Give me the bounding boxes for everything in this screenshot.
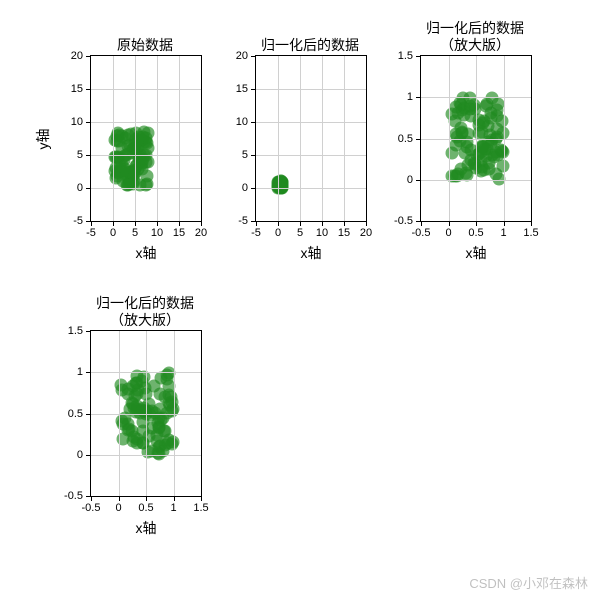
ytick-label: 1.5 bbox=[398, 50, 413, 62]
panel-title: 原始数据 bbox=[117, 35, 173, 55]
ytick-label: 0.5 bbox=[68, 408, 83, 420]
xtick-label: 1.5 bbox=[193, 502, 208, 514]
scatter-point bbox=[142, 126, 155, 139]
scatter-point bbox=[109, 134, 122, 147]
watermark-text: CSDN @小邓在森林 bbox=[469, 573, 588, 592]
xtick-label: 0.5 bbox=[138, 502, 153, 514]
xtick-label: -5 bbox=[251, 227, 261, 239]
chart-panel-p3: 归一化后的数据（放大版）-0.500.511.5-0.500.511.5x轴 bbox=[420, 55, 530, 220]
xtick-label: -0.5 bbox=[412, 227, 431, 239]
ytick-label: 0 bbox=[77, 449, 83, 461]
scatter-point bbox=[454, 163, 467, 176]
scatter-point bbox=[455, 98, 468, 111]
chart-panel-p2: 归一化后的数据-505101520-505101520x轴 bbox=[255, 55, 365, 220]
x-axis-label: x轴 bbox=[136, 518, 157, 538]
ytick-label: 10 bbox=[236, 116, 248, 128]
scatter-point bbox=[151, 428, 164, 441]
ytick-label: -5 bbox=[238, 215, 248, 227]
ytick-label: -5 bbox=[73, 215, 83, 227]
plot-area: -0.500.511.5-0.500.511.5x轴 bbox=[420, 55, 532, 222]
ytick-label: -0.5 bbox=[394, 215, 413, 227]
scatter-point bbox=[137, 436, 150, 449]
xtick-label: 15 bbox=[173, 227, 185, 239]
scatter-point bbox=[154, 414, 167, 427]
scatter-point bbox=[165, 390, 178, 403]
plot-area: -0.500.511.5-0.500.511.5x轴 bbox=[90, 330, 202, 497]
scatter-point bbox=[455, 125, 468, 138]
xtick-label: 5 bbox=[132, 227, 138, 239]
ytick-label: 5 bbox=[77, 149, 83, 161]
xtick-label: 1.5 bbox=[523, 227, 538, 239]
xtick-label: 20 bbox=[195, 227, 207, 239]
ytick-label: 0 bbox=[242, 182, 248, 194]
plot-area: -505101520-505101520x轴 bbox=[255, 55, 367, 222]
xtick-label: 0 bbox=[110, 227, 116, 239]
xtick-label: 0.5 bbox=[468, 227, 483, 239]
xtick-label: 1 bbox=[170, 502, 176, 514]
scatter-point bbox=[482, 135, 495, 148]
scatter-point bbox=[482, 163, 495, 176]
scatter-point bbox=[485, 111, 498, 124]
panel-title: （放大版） bbox=[110, 310, 180, 330]
ytick-label: 1 bbox=[407, 91, 413, 103]
chart-panel-p4: 归一化后的数据（放大版）-0.500.511.5-0.500.511.5x轴 bbox=[90, 330, 200, 495]
xtick-label: 5 bbox=[297, 227, 303, 239]
xtick-label: 0 bbox=[275, 227, 281, 239]
x-axis-label: x轴 bbox=[136, 243, 157, 263]
scatter-point bbox=[127, 401, 140, 414]
xtick-label: 20 bbox=[360, 227, 372, 239]
ytick-label: 15 bbox=[236, 83, 248, 95]
xtick-label: 10 bbox=[151, 227, 163, 239]
panel-title: （放大版） bbox=[440, 35, 510, 55]
figure-root: CSDN @小邓在森林 原始数据-505101520-505101520x轴y轴… bbox=[0, 0, 600, 600]
chart-panel-p1: 原始数据-505101520-505101520x轴y轴 bbox=[90, 55, 200, 220]
scatter-point bbox=[480, 97, 493, 110]
panel-title: 归一化后的数据 bbox=[261, 35, 359, 55]
scatter-point bbox=[114, 379, 127, 392]
xtick-label: -0.5 bbox=[82, 502, 101, 514]
xtick-label: 15 bbox=[338, 227, 350, 239]
plot-area: -505101520-505101520x轴y轴 bbox=[90, 55, 202, 222]
ytick-label: 0.5 bbox=[398, 133, 413, 145]
ytick-label: 10 bbox=[71, 116, 83, 128]
x-axis-label: x轴 bbox=[301, 243, 322, 263]
plot-clip bbox=[256, 56, 366, 221]
x-axis-label: x轴 bbox=[466, 243, 487, 263]
ytick-label: 1.5 bbox=[68, 325, 83, 337]
ytick-label: 5 bbox=[242, 149, 248, 161]
xtick-label: 0 bbox=[445, 227, 451, 239]
ytick-label: 20 bbox=[71, 50, 83, 62]
ytick-label: -0.5 bbox=[64, 490, 83, 502]
plot-clip bbox=[91, 56, 201, 221]
scatter-point bbox=[495, 143, 508, 156]
scatter-point bbox=[153, 439, 166, 452]
xtick-label: -5 bbox=[86, 227, 96, 239]
xtick-label: 0 bbox=[115, 502, 121, 514]
xtick-label: 1 bbox=[500, 227, 506, 239]
ytick-label: 1 bbox=[77, 366, 83, 378]
ytick-label: 0 bbox=[407, 174, 413, 186]
scatter-point bbox=[161, 372, 174, 385]
ytick-label: 0 bbox=[77, 182, 83, 194]
xtick-label: 10 bbox=[316, 227, 328, 239]
scatter-point bbox=[140, 155, 153, 168]
ytick-label: 20 bbox=[236, 50, 248, 62]
ytick-label: 15 bbox=[71, 83, 83, 95]
scatter-point bbox=[445, 146, 458, 159]
y-axis-label: y轴 bbox=[33, 128, 53, 149]
